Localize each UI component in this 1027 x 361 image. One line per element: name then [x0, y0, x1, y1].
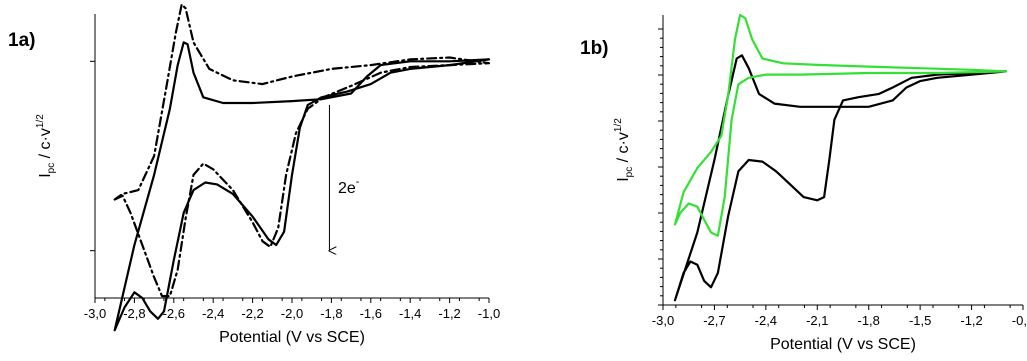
x-tick-label: -2,1: [806, 313, 828, 328]
x-tick-label: -1,2: [960, 313, 982, 328]
x-tick-label: -1,2: [438, 306, 460, 321]
x-tick-label: -2,4: [755, 313, 777, 328]
y-axis-title-subscript: pc: [624, 167, 635, 178]
x-tick-label: -2,8: [123, 306, 145, 321]
x-tick-label: -2,7: [703, 313, 725, 328]
y-axis-title-superscript: 1/2: [35, 114, 46, 128]
x-tick-label: -1,6: [360, 306, 382, 321]
y-axis-title-subscript: pc: [46, 163, 57, 174]
x-tick-label: -2,4: [202, 306, 224, 321]
y-axis-title: Ipc / c·v1/2: [613, 118, 635, 182]
x-tick-label: -2,2: [241, 306, 263, 321]
series-line-2: [673, 13, 1007, 237]
chart-panel-1a: 1a) -3,0 -2,8 -2,6 -2,4 -2,2 -2,0 -1,8 -1,6 -1,4 -…: [8, 3, 500, 346]
x-tick-label: -1,4: [399, 306, 421, 321]
x-tick-label: -2,6: [163, 306, 185, 321]
annotation-superscript: -: [356, 176, 360, 188]
y-axis-title-superscript: 1/2: [613, 118, 624, 132]
series-line-2: [113, 3, 491, 298]
x-tick-label: -0,9: [1012, 313, 1027, 328]
y-axis-title-rest: / c·v: [37, 128, 54, 163]
x-tick-label: -3,0: [84, 306, 106, 321]
y-axis-title-rest: / c·v: [615, 132, 632, 167]
x-tick-label: -1,8: [320, 306, 342, 321]
y-axis-title: Ipc / c·v1/2: [35, 114, 57, 178]
x-tick-label: -3,0: [652, 313, 674, 328]
x-tick-label: -2,0: [281, 306, 303, 321]
panel-label: 1b): [580, 38, 609, 59]
series-line-1: [113, 41, 491, 332]
x-tick-label: -1,8: [858, 313, 880, 328]
panel-label: 1a): [8, 30, 35, 51]
y-axis-title-main: I: [615, 177, 632, 181]
annotation-text: 2e: [338, 180, 356, 197]
x-axis-title: Potential (V vs SCE): [219, 329, 365, 346]
x-axis-title: Potential (V vs SCE): [770, 336, 916, 353]
x-tick-label: -1,0: [478, 306, 500, 321]
y-axis-title-main: I: [37, 173, 54, 177]
series-line-1: [673, 54, 1007, 302]
annotation-2e: 2e-: [338, 176, 360, 197]
x-tick-label: -1,5: [909, 313, 931, 328]
chart-panel-1b: 1b) -3,0 -2,7 -2,4 -2,1 -1,8 -1,5 -1,2 -0,9 Poten…: [580, 13, 1027, 353]
